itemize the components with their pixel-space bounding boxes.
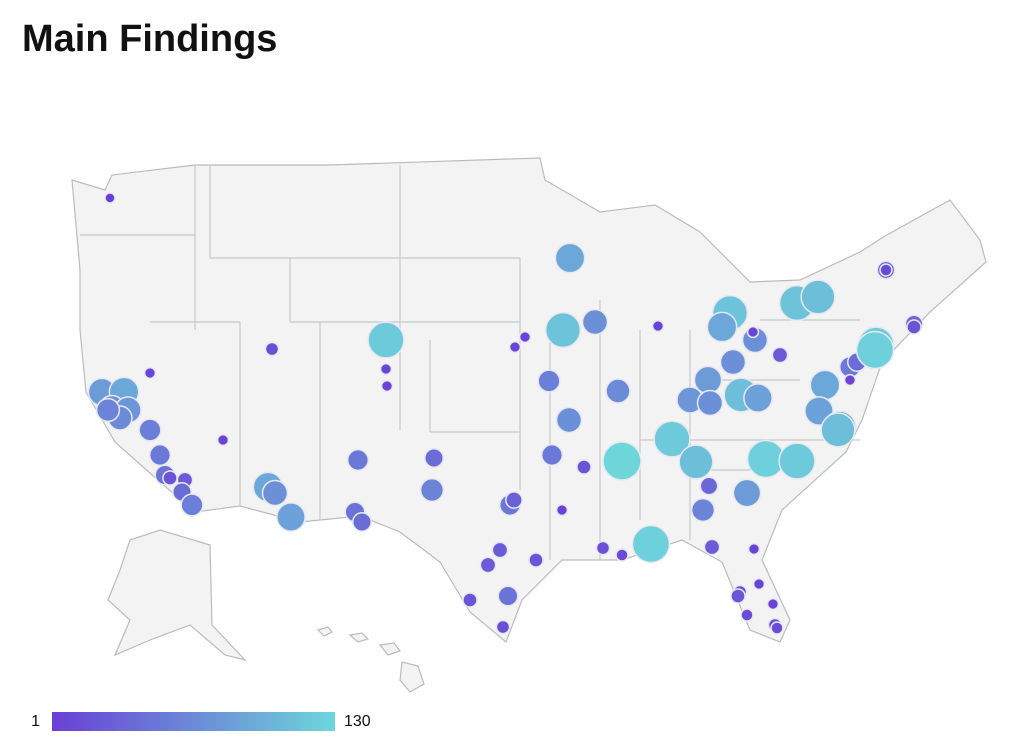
bubble	[479, 556, 497, 574]
legend-gradient	[52, 712, 335, 731]
bubble	[380, 379, 394, 393]
bubble	[544, 311, 582, 349]
bubble	[261, 479, 289, 507]
legend-min: 1	[31, 713, 40, 730]
bubble	[497, 585, 519, 607]
bubble	[747, 542, 761, 556]
hawaii	[316, 626, 425, 693]
bubble	[855, 330, 895, 370]
bubble	[505, 491, 523, 509]
bubble	[771, 346, 789, 364]
bubble	[770, 621, 784, 635]
bubble	[104, 192, 116, 204]
bubble	[495, 619, 511, 635]
bubble	[264, 341, 280, 357]
bubble	[508, 340, 522, 354]
bubble	[367, 321, 405, 359]
bubble	[352, 512, 372, 532]
bubble	[651, 319, 665, 333]
bubble	[595, 540, 611, 556]
legend-max: 130	[344, 713, 371, 730]
bubble	[555, 503, 569, 517]
bubble	[696, 389, 724, 417]
bubble	[800, 279, 836, 315]
bubble	[95, 397, 121, 423]
bubble	[555, 406, 583, 434]
bubble	[581, 308, 609, 336]
bubble	[719, 348, 747, 376]
bubble	[276, 502, 306, 532]
bubble	[379, 362, 393, 376]
bubble	[743, 383, 773, 413]
bubble	[554, 242, 586, 274]
bubble	[143, 366, 157, 380]
bubble	[732, 478, 762, 508]
bubble	[843, 373, 857, 387]
bubble	[906, 319, 922, 335]
bubble	[778, 442, 816, 480]
bubble	[699, 476, 719, 496]
page-title: Main Findings	[22, 18, 278, 60]
bubble	[180, 493, 204, 517]
bubbles	[87, 192, 924, 635]
bubble	[631, 524, 671, 564]
bubble	[730, 588, 746, 604]
bubble	[462, 592, 478, 608]
bubble	[419, 477, 445, 503]
bubble	[346, 448, 370, 472]
bubble	[424, 448, 444, 468]
bubble	[491, 541, 509, 559]
bubble	[653, 420, 691, 458]
bubble	[615, 548, 629, 562]
bubble	[602, 441, 642, 481]
bubble	[678, 444, 714, 480]
bubble	[746, 325, 760, 339]
bubble	[605, 378, 631, 404]
bubble	[740, 608, 754, 622]
bubble	[703, 538, 721, 556]
bubble	[809, 369, 841, 401]
bubble	[879, 263, 893, 277]
bubble	[540, 443, 564, 467]
bubble	[518, 330, 532, 344]
bubble	[537, 369, 561, 393]
bubble	[766, 597, 780, 611]
bubble	[706, 311, 738, 343]
bubble	[528, 552, 544, 568]
bubble	[138, 418, 162, 442]
bubble	[576, 459, 592, 475]
alaska	[107, 529, 247, 662]
bubble	[820, 412, 856, 448]
bubble	[690, 497, 716, 523]
bubble	[752, 577, 766, 591]
bubble	[148, 443, 172, 467]
bubble	[216, 433, 230, 447]
bubble	[162, 470, 178, 486]
